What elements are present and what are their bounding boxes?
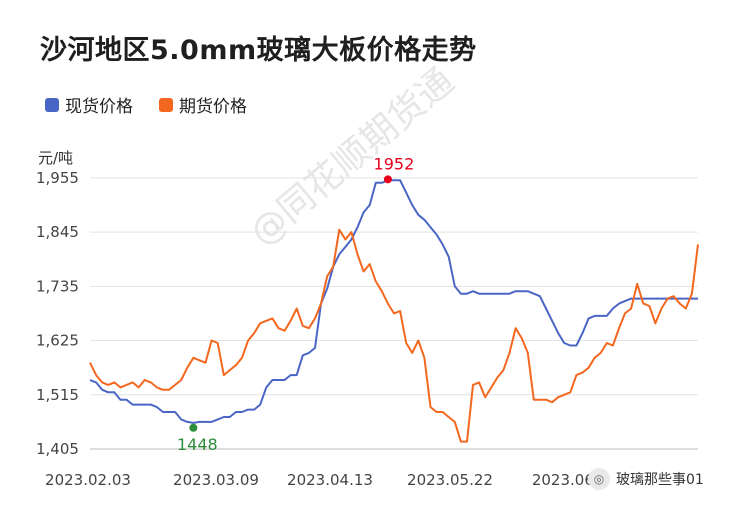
annotation-marker <box>383 175 392 184</box>
legend-swatch-futures <box>159 97 173 112</box>
legend-item-spot[interactable]: 现货价格 <box>45 92 133 117</box>
annotation-label: 1952 <box>374 154 415 173</box>
x-tick-label: 2023.02.03 <box>45 471 131 489</box>
legend-item-futures[interactable]: 期货价格 <box>159 92 247 117</box>
y-tick-label: 1,515 <box>36 386 79 404</box>
series-lines <box>89 179 699 443</box>
footer-watermark: ◎ 玻璃那些事01 <box>588 464 750 494</box>
wechat-icon: ◎ <box>588 468 610 490</box>
y-tick-label: 1,405 <box>36 440 79 458</box>
legend-label-futures: 期货价格 <box>179 97 247 117</box>
footer-watermark-text: 玻璃那些事01 <box>616 472 704 488</box>
futures-price-line <box>89 228 699 443</box>
y-axis-label: 元/吨 <box>38 149 73 167</box>
spot-price-line <box>89 179 698 424</box>
annotation-label: 1448 <box>177 435 218 454</box>
annotations: 1952 1448 <box>177 154 414 453</box>
x-tick-label: 2023.05.22 <box>407 471 493 489</box>
x-tick-label: 2023.04.13 <box>287 471 373 489</box>
y-tick-label: 1,955 <box>36 169 79 187</box>
annotation-marker <box>189 423 198 432</box>
x-tick-labels: 2023.02.03 2023.03.09 2023.04.13 2023.05.22… <box>45 471 608 489</box>
y-tick-label: 1,735 <box>36 277 79 295</box>
y-tick-labels: 1,405 1,515 1,625 1,735 1,845 1,955 <box>36 169 79 458</box>
x-tick-label: 2023.03.09 <box>173 471 259 489</box>
legend: 现货价格 期货价格 <box>45 92 247 117</box>
chart-title: 沙河地区5.0mm玻璃大板价格走势 <box>40 35 477 66</box>
legend-swatch-spot <box>45 97 59 112</box>
legend-label-spot: 现货价格 <box>65 97 133 117</box>
y-tick-label: 1,845 <box>36 223 79 241</box>
y-grid <box>90 177 698 450</box>
y-tick-label: 1,625 <box>36 332 79 350</box>
